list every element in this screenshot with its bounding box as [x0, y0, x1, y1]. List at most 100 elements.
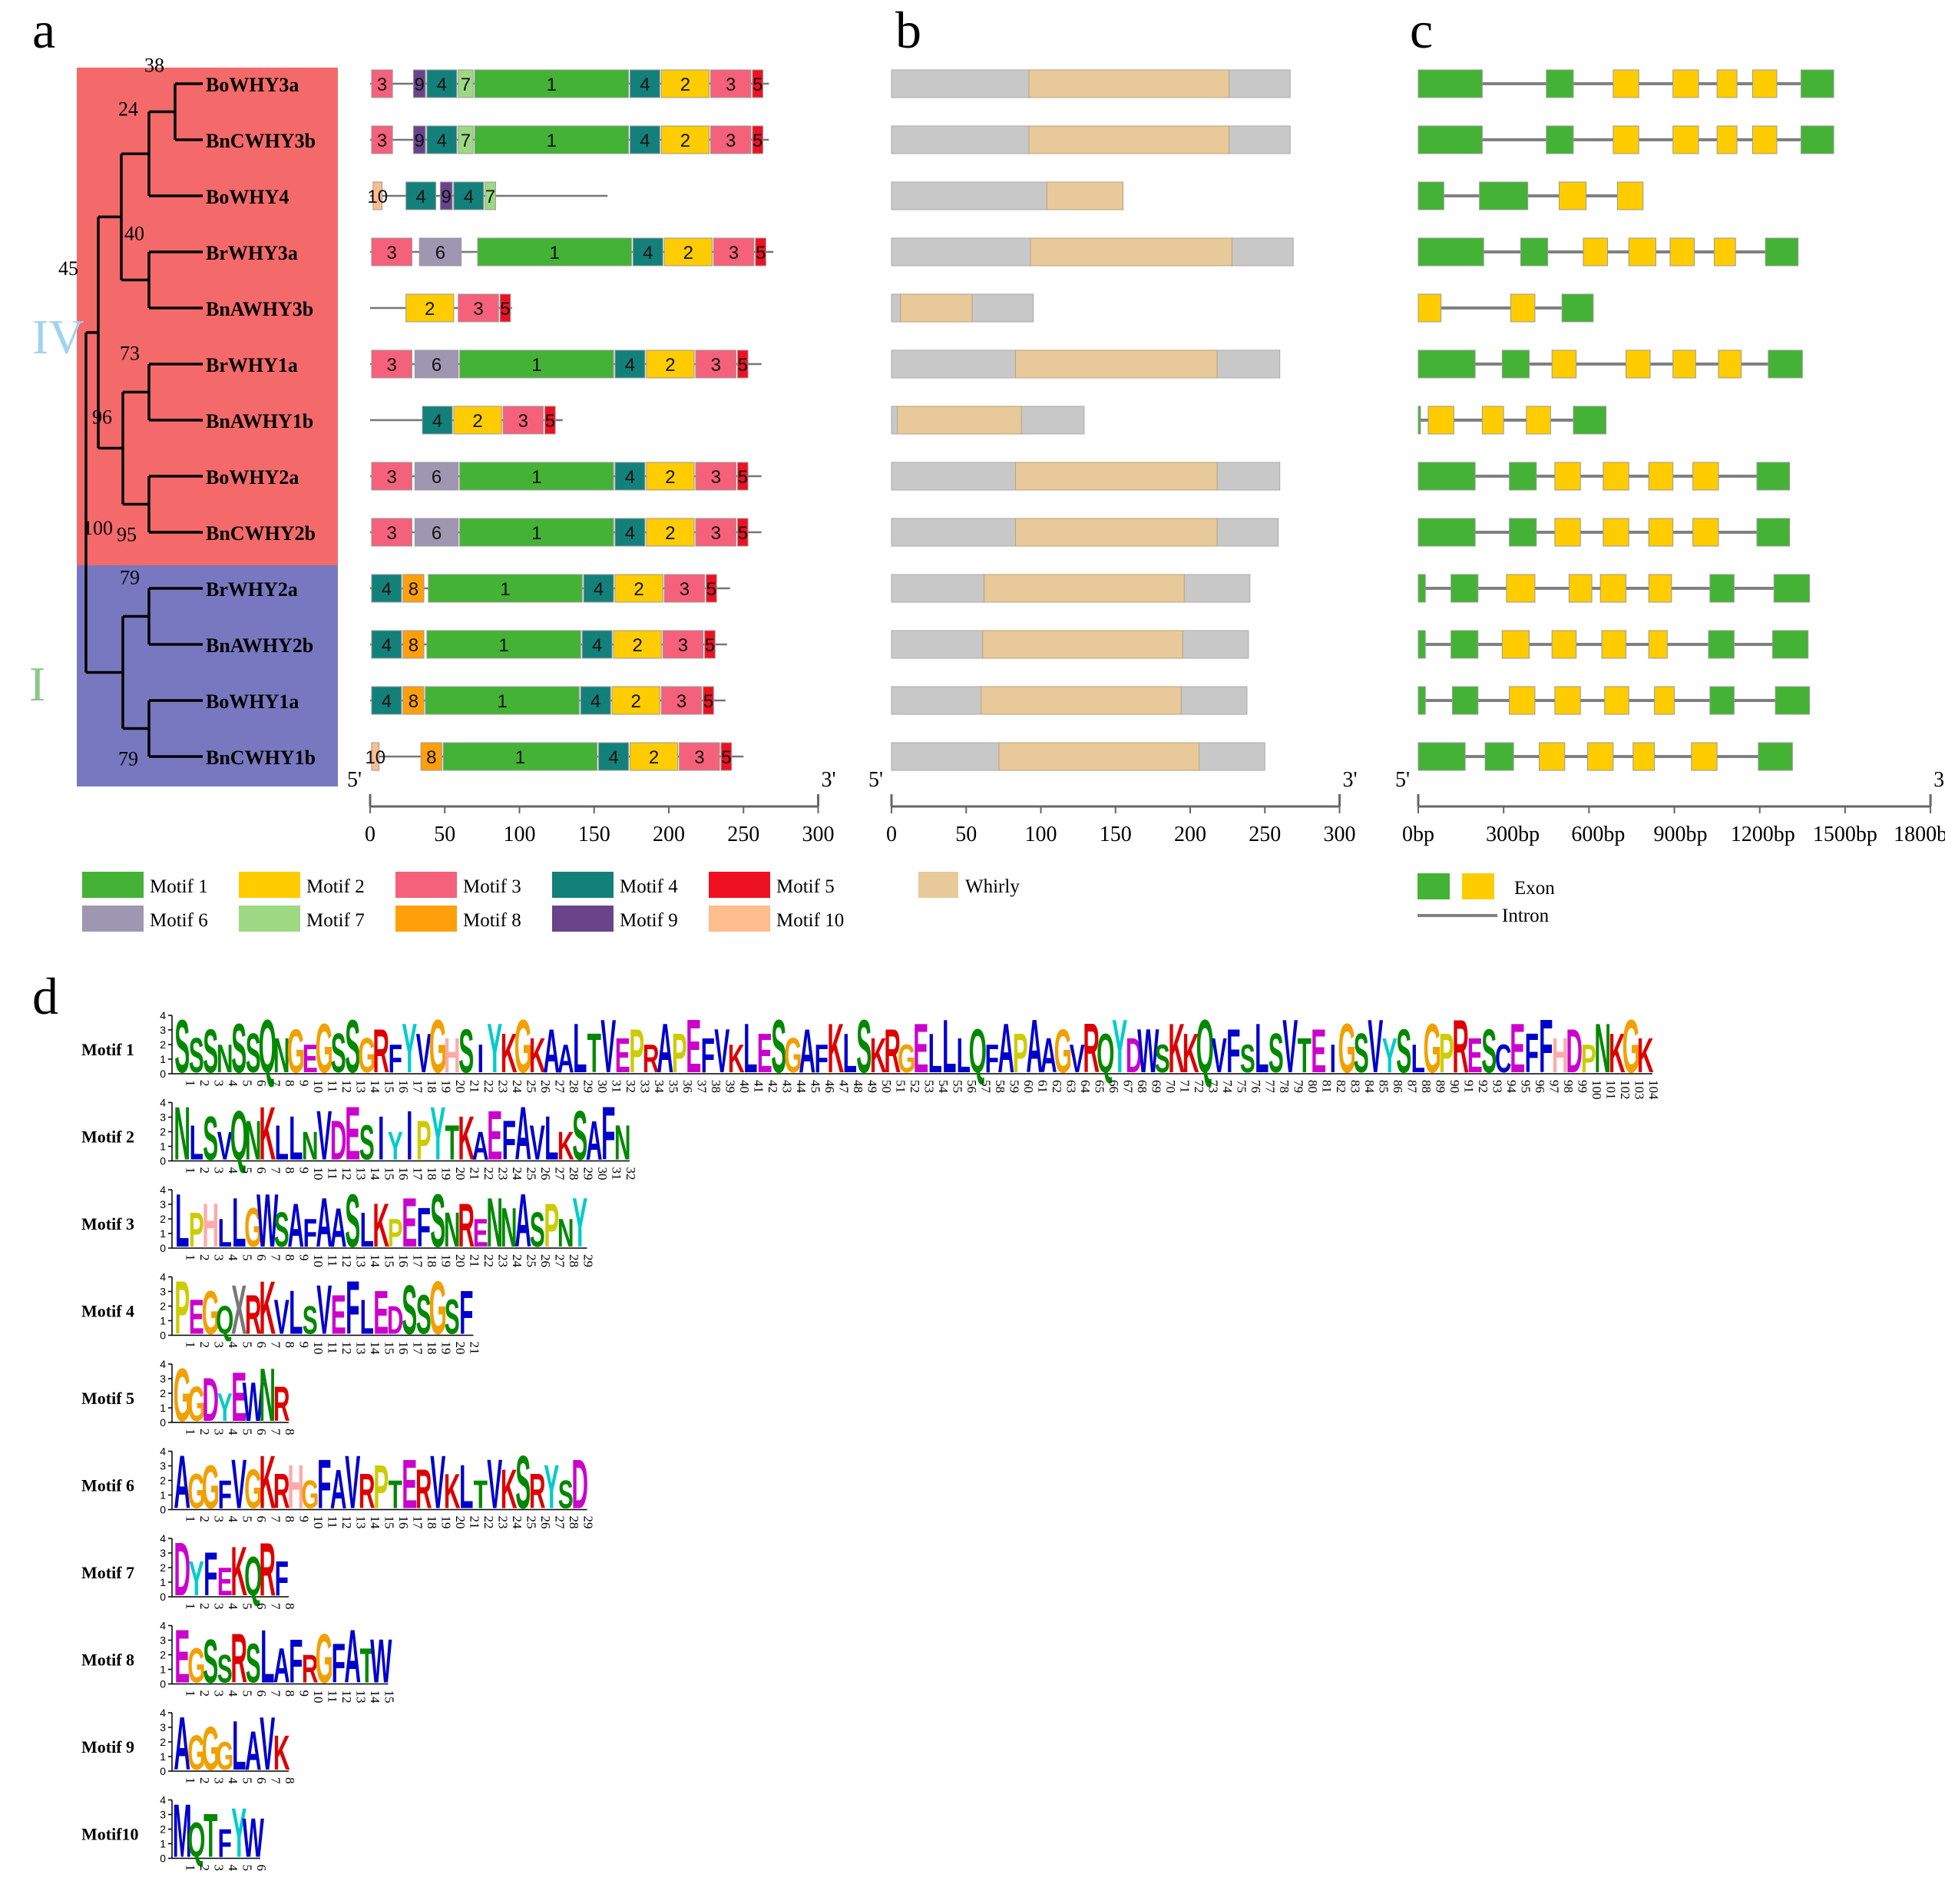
- logo-letter: E: [217, 1559, 233, 1604]
- logo-letter: E: [686, 1005, 701, 1089]
- axis-five-prime: 5': [347, 768, 362, 792]
- logo-position-label: 8: [283, 1603, 297, 1610]
- logo-letter: G: [216, 1733, 233, 1778]
- logo-letter: S: [1240, 1036, 1255, 1081]
- motif-box-2: [646, 462, 695, 491]
- logo-position-label: 67: [1120, 1080, 1135, 1094]
- motif-box-label: 1: [500, 579, 510, 600]
- logo-position-label: 90: [1447, 1080, 1462, 1093]
- exon-box: [1654, 686, 1675, 715]
- exon-box: [1427, 406, 1454, 435]
- logo-position-label: 21: [467, 1080, 481, 1093]
- logo-position-label: 14: [368, 1690, 382, 1704]
- motif-box-label: 2: [680, 131, 690, 151]
- motif-box-2: [613, 630, 662, 659]
- logo-letter: L: [260, 1615, 274, 1700]
- motif-box-label: 5: [753, 75, 762, 95]
- logo-letter: W: [256, 1179, 278, 1263]
- logo-letter: L: [942, 1005, 956, 1089]
- logo-position-label: 47: [836, 1080, 851, 1094]
- gene-name: BnAWHY3b: [206, 298, 313, 320]
- motif-box-5: [720, 742, 733, 771]
- logo-letter: W: [370, 1627, 392, 1696]
- exon-box: [1775, 686, 1811, 715]
- logo-letter: L: [190, 1115, 203, 1171]
- whirly-domain: [897, 406, 1022, 435]
- motif-box-2: [611, 686, 660, 715]
- axis-tick-label: 900bp: [1654, 823, 1708, 846]
- motif-box-4: [614, 349, 646, 379]
- whirly-domain: [1028, 125, 1230, 154]
- exon-box: [1450, 574, 1479, 603]
- logo-letter: T: [360, 1638, 375, 1694]
- logo-letter: R: [884, 1016, 901, 1085]
- logo-position-label: 3: [211, 1167, 226, 1174]
- motif-box-4: [629, 69, 660, 98]
- logo-motif-name: Motif 5: [81, 1389, 134, 1408]
- logo-motif-name: Motif 8: [81, 1651, 134, 1670]
- exon-box: [1551, 630, 1577, 659]
- logo-letter: S: [1481, 1016, 1497, 1085]
- motif-box-3: [371, 462, 412, 491]
- logo-position-label: 19: [438, 1254, 453, 1267]
- logo-position-label: 17: [410, 1080, 425, 1094]
- logo-letter: Q: [259, 1005, 276, 1089]
- logo-letter: A: [472, 1124, 489, 1168]
- motif-box-7: [485, 181, 496, 210]
- legend-label: Motif 1: [150, 876, 208, 897]
- logo-letter: Y: [544, 1452, 559, 1522]
- logo-position-label: 9: [296, 1690, 311, 1697]
- motif-box-4: [632, 237, 663, 267]
- logo-letter: K: [1183, 1022, 1199, 1084]
- logo-position-label: 24: [510, 1080, 524, 1094]
- legend-label-intron: Intron: [1502, 906, 1550, 926]
- exon-box: [1613, 125, 1639, 154]
- motif-box-label: 4: [643, 243, 653, 263]
- logo-position-label: 21: [467, 1254, 481, 1267]
- logo-position-label: 7: [268, 1080, 283, 1087]
- bootstrap-value: 79: [118, 748, 138, 770]
- logo-position-label: 7: [268, 1342, 283, 1349]
- exon-box: [1417, 686, 1426, 715]
- logo-letter: D: [202, 1365, 219, 1434]
- motif-box-label: 4: [594, 579, 604, 600]
- axis-tick-label: 250: [727, 823, 759, 846]
- logo-letter: L: [218, 1210, 232, 1255]
- logo-position-label: 8: [283, 1342, 297, 1349]
- motif-box-10: [372, 181, 383, 210]
- logo-y-tick-label: 0: [160, 1416, 166, 1429]
- logo-letter: A: [657, 1010, 673, 1088]
- logo-y-tick-label: 1: [160, 1489, 166, 1502]
- logo-letter: K: [827, 1010, 844, 1088]
- motif-box-label: 4: [382, 635, 392, 656]
- motif-box-5: [703, 686, 714, 715]
- motif-box-label: 3: [676, 691, 686, 712]
- logo-position-label: 21: [467, 1342, 481, 1355]
- motif-box-2: [646, 349, 695, 379]
- logo-position-label: 18: [425, 1516, 439, 1529]
- motif-box-label: 7: [461, 131, 471, 151]
- logo-position-label: 20: [453, 1342, 468, 1355]
- logo-letter: I: [406, 1098, 412, 1175]
- motif-box-5: [736, 349, 749, 379]
- motif-box-label: 7: [485, 187, 495, 207]
- logo-letter: Y: [487, 1010, 502, 1088]
- logo-letter: Y: [430, 1092, 445, 1177]
- logo-letter: M: [173, 1790, 192, 1874]
- axis-three-prime: 3': [1933, 768, 1945, 792]
- motif-box-4: [426, 125, 458, 154]
- logo-position-label: 2: [197, 1080, 212, 1087]
- exon-box: [1771, 630, 1809, 659]
- logo-position-label: 7: [268, 1254, 283, 1261]
- legend-label: Motif 8: [463, 910, 521, 931]
- axis-tick-label: 600bp: [1571, 823, 1625, 846]
- motif-box-label: 2: [665, 523, 675, 544]
- logo-y-tick-label: 3: [160, 1721, 166, 1733]
- gene-name: BrWHY3a: [206, 242, 298, 264]
- exon-box: [1451, 686, 1479, 715]
- logo-position-label: 104: [1646, 1080, 1661, 1100]
- motif-box-3: [695, 349, 737, 379]
- logo-position-label: 15: [382, 1516, 396, 1529]
